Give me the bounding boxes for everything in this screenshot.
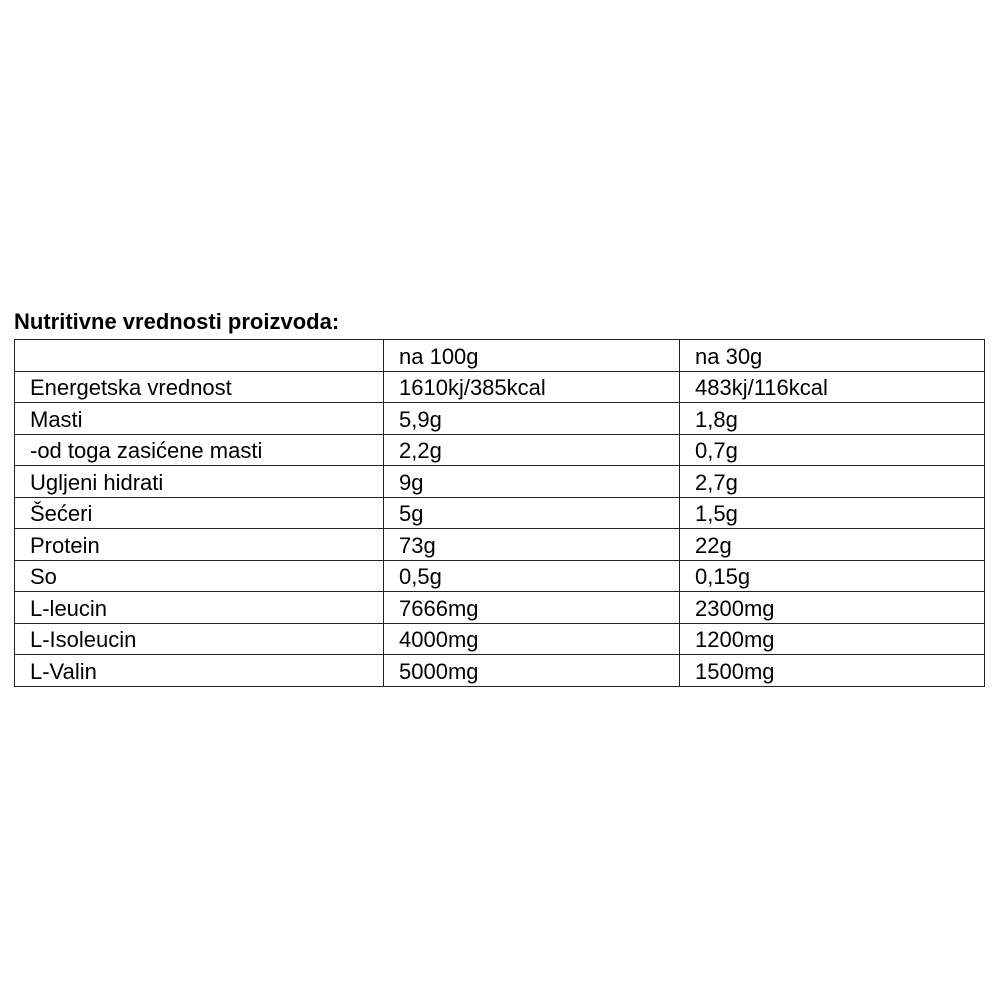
per-30g-cell: 1500mg <box>679 654 985 687</box>
nutrient-name-cell: -od toga zasićene masti <box>14 433 384 466</box>
per-30g-cell: 1200mg <box>679 622 985 655</box>
nutrient-name-cell: L-leucin <box>14 591 384 624</box>
per-30g-cell: 2,7g <box>679 465 985 498</box>
page-title: Nutritivne vrednosti proizvoda: <box>14 309 340 334</box>
nutrient-name-cell: L-Isoleucin <box>14 622 384 655</box>
table-row: L-Valin 5000mg 1500mg <box>14 654 985 687</box>
table-row: Šećeri 5g 1,5g <box>14 496 985 529</box>
per-100g-cell: 5,9g <box>383 402 680 435</box>
nutrient-name-cell: Masti <box>14 402 384 435</box>
table-row: Protein 73g 22g <box>14 528 985 561</box>
per-100g-cell: 73g <box>383 528 680 561</box>
table-row: Ugljeni hidrati 9g 2,7g <box>14 465 985 498</box>
per-30g-cell: 22g <box>679 528 985 561</box>
per-100g-cell: 9g <box>383 465 680 498</box>
header-cell: na 100g <box>383 339 680 372</box>
per-30g-cell: 2300mg <box>679 591 985 624</box>
table-header-row: na 100g na 30g <box>14 339 985 372</box>
table-row: Masti 5,9g 1,8g <box>14 402 985 435</box>
per-100g-cell: 5g <box>383 496 680 529</box>
per-100g-cell: 1610kj/385kcal <box>383 370 680 403</box>
nutrient-name-cell: Šećeri <box>14 496 384 529</box>
table-row: L-Isoleucin 4000mg 1200mg <box>14 622 985 655</box>
nutrition-table: na 100g na 30g Energetska vrednost 1610kj… <box>14 339 985 687</box>
per-100g-cell: 4000mg <box>383 622 680 655</box>
per-100g-cell: 2,2g <box>383 433 680 466</box>
header-cell <box>14 339 384 372</box>
per-100g-cell: 7666mg <box>383 591 680 624</box>
nutrient-name-cell: Protein <box>14 528 384 561</box>
per-30g-cell: 483kj/116kcal <box>679 370 985 403</box>
nutrient-name-cell: L-Valin <box>14 654 384 687</box>
table-row: Energetska vrednost 1610kj/385kcal 483kj/1… <box>14 370 985 403</box>
table-row: L-leucin 7666mg 2300mg <box>14 591 985 624</box>
per-100g-cell: 0,5g <box>383 559 680 592</box>
per-30g-cell: 1,8g <box>679 402 985 435</box>
table-row: -od toga zasićene masti 2,2g 0,7g <box>14 433 985 466</box>
per-30g-cell: 1,5g <box>679 496 985 529</box>
nutrient-name-cell: So <box>14 559 384 592</box>
table-row: So 0,5g 0,15g <box>14 559 985 592</box>
per-30g-cell: 0,7g <box>679 433 985 466</box>
per-100g-cell: 5000mg <box>383 654 680 687</box>
nutrient-name-cell: Energetska vrednost <box>14 370 384 403</box>
per-30g-cell: 0,15g <box>679 559 985 592</box>
nutrient-name-cell: Ugljeni hidrati <box>14 465 384 498</box>
header-cell: na 30g <box>679 339 985 372</box>
